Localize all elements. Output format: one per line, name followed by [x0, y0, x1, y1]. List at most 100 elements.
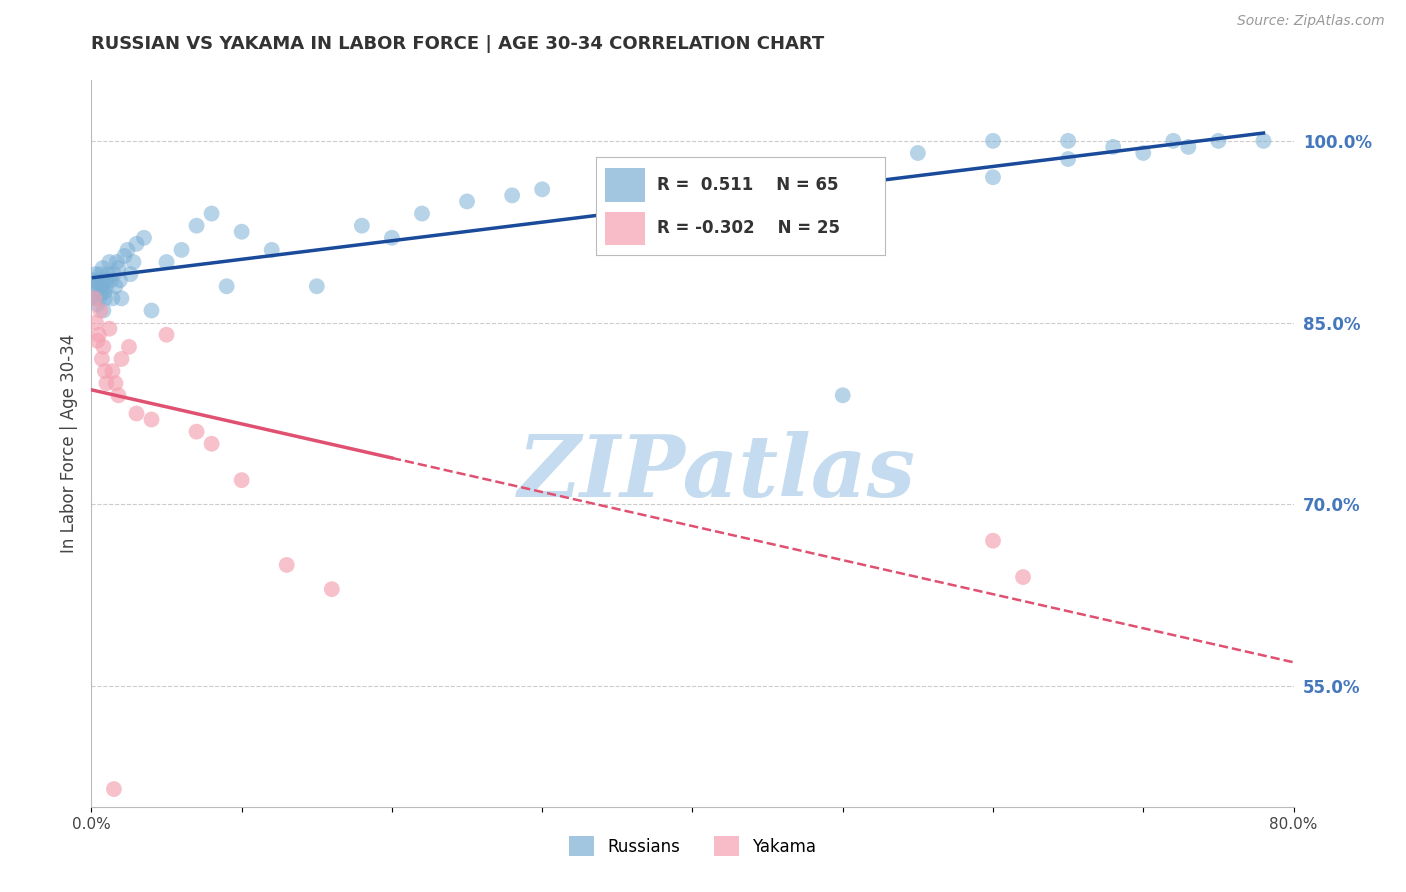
Point [120, 267, 142, 281]
Point [101, 292, 124, 306]
Point [231, 225, 253, 239]
Point [756, 170, 779, 185]
Point [1132, 146, 1154, 161]
Point [1012, 570, 1035, 584]
Point [132, 231, 155, 245]
Point [141, 412, 163, 426]
Point [117, 243, 139, 257]
Point [125, 407, 148, 421]
Point [186, 425, 208, 439]
Point [89, 267, 111, 281]
Point [125, 236, 148, 251]
Point [276, 558, 298, 572]
Point [681, 158, 703, 172]
Point [215, 279, 238, 293]
Point [86, 279, 108, 293]
Point [90, 351, 112, 366]
Point [1208, 134, 1230, 148]
Point [108, 273, 131, 287]
Point [411, 206, 433, 220]
Point [1057, 134, 1080, 148]
Point [110, 351, 132, 366]
Point [981, 170, 1004, 185]
Point [96, 376, 118, 391]
Point [155, 327, 177, 342]
Point [105, 255, 128, 269]
Point [90, 279, 112, 293]
Point [84, 285, 107, 300]
Text: RUSSIAN VS YAKAMA IN LABOR FORCE | AGE 30-34 CORRELATION CHART: RUSSIAN VS YAKAMA IN LABOR FORCE | AGE 3… [91, 35, 825, 53]
Point [1177, 140, 1199, 154]
Point [83, 292, 105, 306]
Point [97, 267, 120, 281]
Legend: Russians, Yakama: Russians, Yakama [562, 830, 823, 863]
Point [83, 273, 105, 287]
Point [981, 134, 1004, 148]
Point [606, 176, 628, 190]
Point [201, 437, 224, 451]
Text: Source: ZipAtlas.com: Source: ZipAtlas.com [1237, 14, 1385, 28]
Point [907, 146, 929, 161]
Point [93, 285, 115, 300]
Point [94, 273, 117, 287]
Point [104, 279, 127, 293]
Text: R =  0.511    N = 65: R = 0.511 N = 65 [657, 176, 838, 194]
Point [107, 261, 129, 276]
Point [103, 267, 125, 281]
Point [96, 279, 118, 293]
Point [83, 292, 105, 306]
Point [305, 279, 328, 293]
Point [186, 219, 208, 233]
Point [1102, 140, 1125, 154]
Point [350, 219, 373, 233]
Point [1161, 134, 1184, 148]
Point [1253, 134, 1275, 148]
Point [155, 255, 177, 269]
Point [84, 316, 107, 330]
Point [89, 303, 111, 318]
Point [1057, 152, 1080, 166]
Point [87, 273, 110, 287]
Bar [605, 169, 645, 202]
Point [98, 321, 121, 335]
Point [90, 285, 112, 300]
Point [141, 303, 163, 318]
Point [170, 243, 193, 257]
Point [103, 782, 125, 797]
Point [86, 334, 108, 348]
Point [381, 231, 404, 245]
Point [114, 249, 136, 263]
Point [122, 255, 145, 269]
Text: R = -0.302    N = 25: R = -0.302 N = 25 [657, 219, 839, 237]
Point [101, 364, 124, 378]
Point [118, 340, 141, 354]
Point [651, 170, 673, 185]
Bar [605, 211, 645, 245]
Point [93, 340, 115, 354]
Text: ZIPatlas: ZIPatlas [517, 431, 915, 515]
Point [87, 292, 110, 306]
Point [501, 188, 523, 202]
Point [87, 327, 110, 342]
Point [104, 376, 127, 391]
Point [93, 303, 115, 318]
Point [531, 182, 554, 196]
Point [110, 292, 132, 306]
Point [201, 206, 224, 220]
Point [231, 473, 253, 487]
Point [456, 194, 478, 209]
Point [100, 273, 122, 287]
Point [107, 388, 129, 402]
Point [84, 267, 107, 281]
Point [981, 533, 1004, 548]
Point [260, 243, 283, 257]
Point [831, 388, 853, 402]
Point [98, 255, 121, 269]
Point [94, 364, 117, 378]
Y-axis label: In Labor Force | Age 30-34: In Labor Force | Age 30-34 [59, 334, 77, 553]
Point [86, 297, 108, 311]
Point [89, 279, 111, 293]
Point [321, 582, 343, 597]
Point [94, 292, 117, 306]
Point [91, 261, 114, 276]
